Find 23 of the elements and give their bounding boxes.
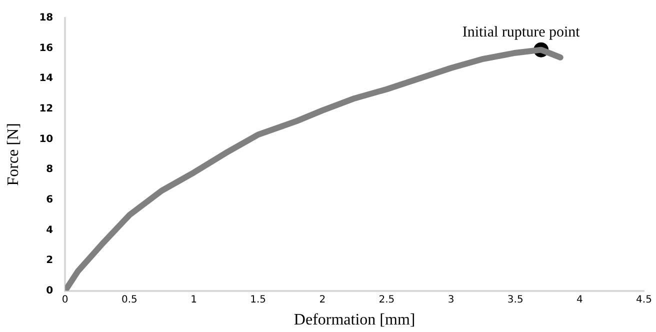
x-tick-label: 4 <box>576 294 583 306</box>
y-tick-label: 10 <box>39 134 54 145</box>
y-tick-label: 16 <box>39 42 54 54</box>
annotation: Initial rupture point <box>462 24 581 40</box>
x-tick-label: 2.5 <box>378 294 395 306</box>
x-tick-label: 3 <box>448 294 454 306</box>
y-axis-title: Force [N] <box>4 123 22 186</box>
y-tick-label: 14 <box>39 73 54 84</box>
x-axis-title: Deformation [mm] <box>294 312 416 329</box>
x-tick-label: 1 <box>190 294 197 306</box>
x-tick-label: 0 <box>62 294 68 306</box>
x-tick-label: 4.5 <box>636 294 652 306</box>
x-tick-label: 3.5 <box>507 294 524 306</box>
y-tick-label: 6 <box>46 194 54 206</box>
x-tick-label: 0.5 <box>121 294 138 306</box>
x-tick-label: 2 <box>319 294 326 306</box>
y-tick-label: 0 <box>46 285 54 296</box>
y-tick-label: 2 <box>46 255 54 266</box>
y-tick-label: 8 <box>46 164 54 176</box>
y-tick-label: 12 <box>39 104 54 115</box>
x-tick-label: 1.5 <box>250 294 266 306</box>
y-tick-label: 4 <box>46 224 54 236</box>
y-tick-label: 18 <box>39 12 54 24</box>
